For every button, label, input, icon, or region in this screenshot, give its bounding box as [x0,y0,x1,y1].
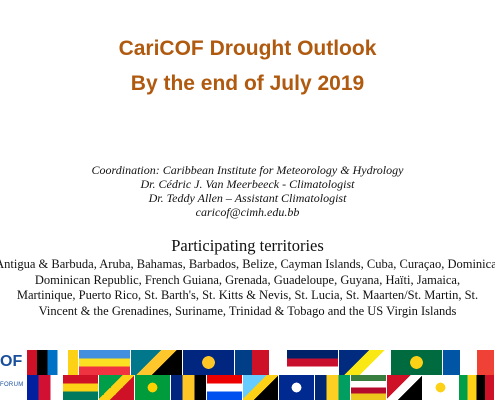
flag-strip [27,350,495,400]
subtitle-date: By the end of July 2019 [130,72,365,95]
territories-line-2: Dominican Republic, French Guiana, Grena… [34,272,461,287]
logo-forum-text: FORUM [0,382,24,388]
aruba-flag [79,350,130,375]
logo-letters: OF [0,353,23,370]
barbados-flag-2 [171,375,206,400]
climatologist-line: Dr. Cédric J. Van Meerbeeck - Climatolog… [140,177,355,191]
trinidad-flag [387,375,422,400]
dominica-flag [391,350,442,375]
coordination-line: Coordination: Caribbean Institute for Me… [91,163,404,177]
suriname-flag [351,375,386,400]
puerto-rico-flag [207,375,242,400]
haiti-flag [27,375,62,400]
st-kitts-flag [459,375,494,400]
bahamas-flag [131,350,182,375]
participating-heading: Participating territories [171,236,324,255]
curacao-flag [339,350,390,375]
france-flag [443,350,494,375]
territories-line-4: Vincent & the Grenadines, Suriname, Trin… [38,303,457,318]
cuba-flag [279,375,314,400]
jamaica-flag [135,375,170,400]
st-vincent-flag [315,375,350,400]
territories-list: Antigua & Barbuda, Aruba, Bahamas, Barba… [0,257,495,319]
cayman-flag [287,350,338,375]
antigua-flag [27,350,78,375]
st-lucia-flag [243,375,278,400]
caricof-logo: OF FORUM [0,350,26,400]
territories-line-1: Antigua & Barbuda, Aruba, Bahamas, Barba… [0,257,495,271]
bvi-flag [423,375,458,400]
belize-flag [235,350,286,375]
barbados-flag [183,350,234,375]
credits-block: Coordination: Caribbean Institute for Me… [0,163,495,219]
guyana-flag [99,375,134,400]
assistant-climatologist-line: Dr. Teddy Allen – Assistant Climatologis… [148,191,347,205]
contact-email: caricof@cimh.edu.bb [195,205,300,219]
main-title: CariCOF Drought Outlook [118,37,377,60]
grenada-flag [63,375,98,400]
territories-line-3: Martinique, Puerto Rico, St. Barth's, St… [16,288,479,302]
